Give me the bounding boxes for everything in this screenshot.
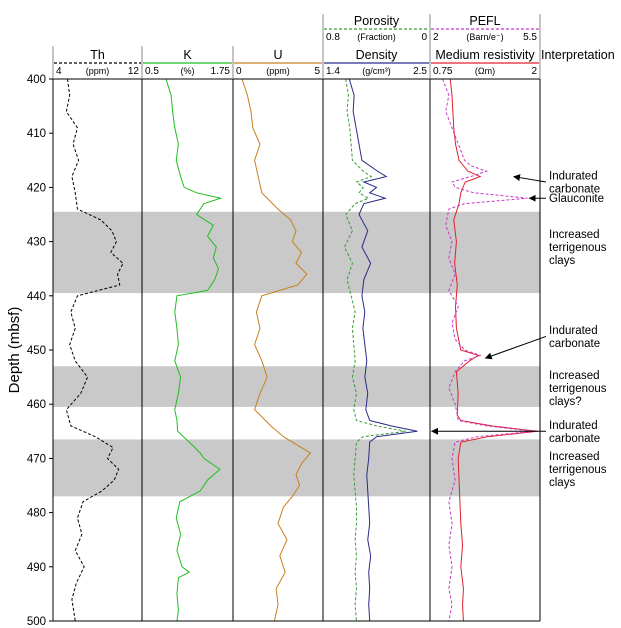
annotation-text: Glauconite (549, 193, 604, 205)
scale-min-label: 4 (56, 66, 62, 77)
annotation-arrow (513, 174, 547, 183)
annotation-text: clays (549, 255, 575, 267)
scale-min-label: 0 (236, 66, 242, 77)
depth-tick-label: 410 (27, 128, 46, 140)
scale-min-label: 0.5 (145, 66, 159, 77)
shaded-intervals (53, 211, 540, 497)
depth-tick-label: 500 (27, 616, 46, 628)
curve-unit: (ppm) (86, 66, 110, 76)
shaded-interval (53, 439, 540, 497)
scale-max-label: 5 (314, 66, 320, 77)
annotation-text: Indurated (549, 420, 598, 432)
curve-name: K (183, 48, 192, 62)
annotation-text: clays? (549, 396, 582, 408)
shaded-interval (53, 211, 540, 294)
scale-max-label: 0 (421, 32, 427, 43)
annotation-text: terrigenous (549, 383, 607, 395)
annotation-text: clays (549, 477, 575, 489)
annotation-text: terrigenous (549, 464, 607, 476)
track-frames (52, 14, 541, 622)
curve-line (65, 78, 124, 622)
shaded-interval (53, 366, 540, 407)
depth-tick-label: 440 (27, 291, 46, 303)
annotation-text: Increased (549, 229, 600, 241)
depth-tick-label: 460 (27, 399, 46, 411)
annotation-text: carbonate (549, 338, 600, 350)
depth-tick-label: 420 (27, 182, 46, 194)
curve-unit: (Barn/e⁻) (466, 32, 503, 42)
curve-name: Density (356, 48, 398, 62)
curve-unit: (Fraction) (357, 32, 396, 42)
scale-max-label: 12 (128, 66, 140, 77)
log-curves (65, 78, 538, 622)
interpretation-title: Interpretation (541, 48, 615, 62)
curve-line (343, 78, 407, 622)
depth-tick-label: 450 (27, 345, 46, 357)
curve-name: U (273, 48, 282, 62)
depth-tick-label: 430 (27, 237, 46, 249)
curve-unit: (Ωm) (475, 66, 495, 76)
depth-tick-label: 490 (27, 562, 46, 574)
curve-unit: (ppm) (266, 66, 290, 76)
curve-line (165, 78, 223, 622)
track-headers: Th (ppm) 4 12 K (%) 0.5 1.75 U (ppm) 0 5 Density (g/c… (54, 14, 539, 77)
depth-axis: Depth (mbsf) 400 410 420 430 440 450 460 470 480… (6, 74, 53, 628)
scale-min-label: 1.4 (326, 66, 340, 77)
curve-line (449, 78, 538, 622)
curve-name: Medium resistivity (435, 48, 535, 62)
scale-max-label: 2 (531, 66, 537, 77)
curve-name: Porosity (354, 14, 400, 28)
annotation-text: terrigenous (549, 242, 607, 254)
annotation-text: carbonate (549, 183, 600, 195)
curve-name: Th (90, 48, 105, 62)
scale-max-label: 2.5 (413, 66, 427, 77)
annotation-text: carbonate (549, 433, 600, 445)
annotation-text: Indurated (549, 170, 598, 182)
interpretation-column: Interpretation InduratedcarbonateGlaucon… (430, 48, 615, 489)
curve-unit: (%) (181, 66, 195, 76)
depth-axis-label: Depth (mbsf) (6, 307, 23, 394)
curve-line (348, 78, 418, 622)
scale-min-label: 2 (433, 32, 439, 43)
scale-min-label: 0.75 (433, 66, 453, 77)
scale-max-label: 5.5 (523, 32, 537, 43)
scale-max-label: 1.75 (211, 66, 231, 77)
curve-line (442, 78, 534, 622)
curve-unit: (g/cm³) (362, 66, 391, 76)
curve-name: PEFL (469, 14, 500, 28)
annotation-arrow (484, 335, 547, 360)
curve-line (241, 78, 312, 622)
annotation-text: Increased (549, 370, 600, 382)
depth-tick-label: 470 (27, 453, 46, 465)
depth-tick-label: 480 (27, 508, 46, 520)
scale-min-label: 0.8 (326, 32, 340, 43)
annotation-text: Increased (549, 451, 600, 463)
annotation-text: Indurated (549, 325, 598, 337)
depth-tick-label: 400 (27, 74, 46, 86)
